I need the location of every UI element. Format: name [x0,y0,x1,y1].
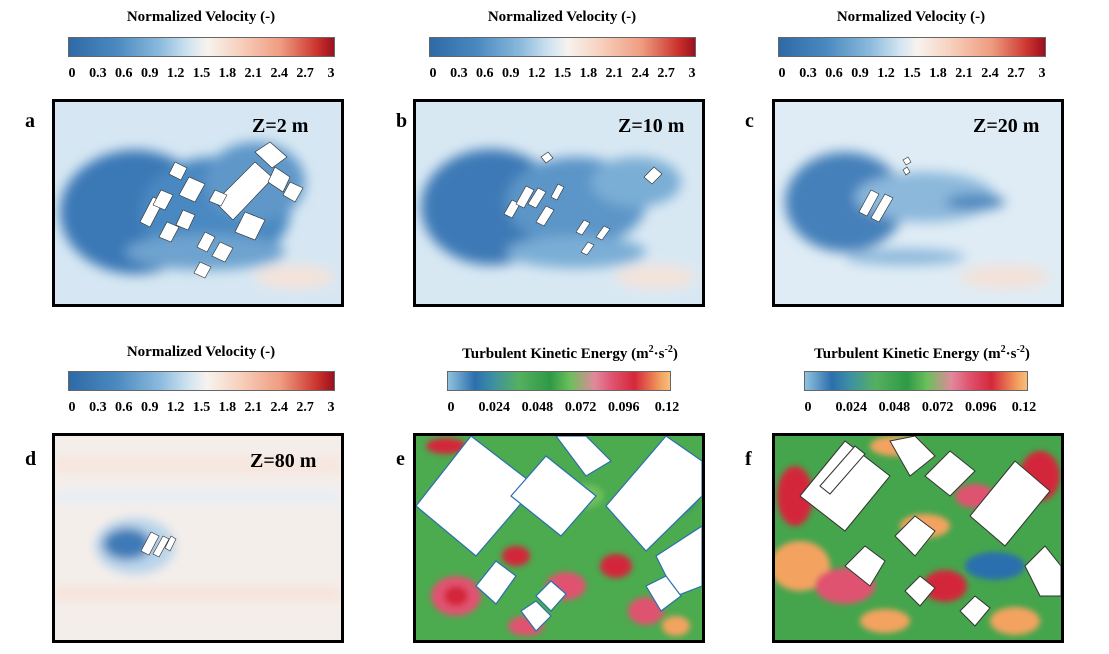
colorbar-tke-e [447,371,671,391]
velocity-field-c [775,102,1061,304]
tick-label: 1.8 [929,66,947,81]
tick-label: 0.3 [799,66,817,81]
tick-label: 0.3 [89,400,107,415]
colorbar-velocity-d [68,371,335,391]
tick-label: 0.048 [878,400,911,415]
tick-label: 1.5 [192,400,211,415]
tick-label: 2.7 [657,66,675,81]
tick-label: 2.4 [270,400,288,415]
tick-label: 0.3 [450,66,468,81]
colorbar-title-c: Normalized Velocity (-) [836,9,986,25]
tick-label: 1.2 [877,66,895,81]
panel-label-c: c [745,110,754,132]
tick-label: 0.9 [140,400,159,415]
tick-label: 0.024 [478,400,510,415]
panel-a-velocity-map [52,99,344,307]
tick-label: 0.9 [851,66,869,81]
panel-label-d: d [25,448,37,470]
tick-label: 0.12 [1011,400,1037,415]
tick-label: 1.5 [553,66,572,81]
tick-label: 3 [1038,66,1046,81]
velocity-field-b [416,102,702,304]
colorbar-ticks-d: 0 0.3 0.6 0.9 1.2 1.5 1.8 2.1 2.4 2.7 3 [68,400,335,416]
colorbar-ticks-e: 0 0.024 0.048 0.072 0.096 0.12 [447,400,680,416]
tick-label: 0.12 [654,400,680,415]
panel-label-f: f [745,448,752,470]
tick-label: 2.7 [1007,66,1025,81]
tick-label: 2.1 [955,66,973,81]
panel-label-a: a [25,110,35,132]
colorbar-tke-f [804,371,1028,391]
tick-label: 2.7 [296,400,314,415]
tick-label: 0.6 [476,66,494,81]
panel-c-velocity-map [772,99,1064,307]
colorbar-title-a: Normalized Velocity (-) [126,9,276,25]
tick-label: 1.8 [579,66,598,81]
tick-label: 1.2 [527,66,546,81]
colorbar-title-d: Normalized Velocity (-) [126,344,276,360]
tick-label: 0.072 [564,400,597,415]
tick-label: 0.3 [89,66,107,81]
height-label-c: Z=20 m [973,115,1040,137]
tick-label: 2.4 [631,66,649,81]
tick-label: 2.1 [244,66,263,81]
colorbar-title-e: Turbulent Kinetic Energy (m2·s-2) [462,344,678,362]
height-label-a: Z=2 m [252,115,309,137]
height-label-d: Z=80 m [250,450,317,472]
tick-label: 3 [688,66,696,81]
tick-label: 1.8 [218,66,237,81]
colorbar-ticks-b: 0 0.3 0.6 0.9 1.2 1.5 1.8 2.1 2.4 2.7 3 [429,66,696,82]
tick-label: 2.4 [270,66,288,81]
tick-label: 2.7 [296,66,314,81]
tick-label: 1.2 [166,66,185,81]
tick-label: 0.9 [501,66,520,81]
colorbar-ticks-a: 0 0.3 0.6 0.9 1.2 1.5 1.8 2.1 2.4 2.7 3 [68,66,335,82]
tke-field-e [416,436,702,640]
tick-label: 0 [429,66,437,81]
tick-label: 2.1 [244,400,263,415]
tick-label: 1.5 [192,66,211,81]
tick-label: 2.4 [981,66,999,81]
panel-f-tke-map [772,433,1064,643]
tick-label: 1.8 [218,400,237,415]
tke-field-f [775,436,1061,640]
tick-label: 0.6 [115,66,133,81]
tick-label: 0 [68,66,76,81]
tick-label: 0.6 [825,66,843,81]
velocity-field-a [55,102,341,304]
panel-label-e: e [396,448,405,470]
tick-label: 0.072 [921,400,954,415]
tick-label: 0.096 [608,400,640,415]
tick-label: 0 [804,400,812,415]
tick-label: 1.5 [903,66,921,81]
tick-label: 3 [327,66,335,81]
tick-label: 0.048 [521,400,554,415]
tick-label: 0 [778,66,786,81]
panel-e-tke-map [413,433,705,643]
height-label-b: Z=10 m [618,115,685,137]
colorbar-ticks-f: 0 0.024 0.048 0.072 0.096 0.12 [804,400,1037,416]
tick-label: 0.6 [115,400,133,415]
panel-b-velocity-map [413,99,705,307]
panel-label-b: b [396,110,408,132]
velocity-field-d [55,436,341,640]
colorbar-velocity-b [429,37,696,57]
tick-label: 0 [447,400,455,415]
tick-label: 0.024 [835,400,867,415]
tick-label: 2.1 [605,66,624,81]
colorbar-title-b: Normalized Velocity (-) [487,9,637,25]
tick-label: 3 [327,400,335,415]
tick-label: 0.096 [965,400,997,415]
tick-label: 0 [68,400,76,415]
panel-d-velocity-map [52,433,344,643]
colorbar-velocity-c [778,37,1046,57]
colorbar-ticks-c: 0 0.3 0.6 0.9 1.2 1.5 1.8 2.1 2.4 2.7 3 [778,66,1046,82]
tick-label: 1.2 [166,400,185,415]
colorbar-title-f: Turbulent Kinetic Energy (m2·s-2) [814,344,1030,362]
colorbar-velocity-a [68,37,335,57]
tick-label: 0.9 [140,66,159,81]
